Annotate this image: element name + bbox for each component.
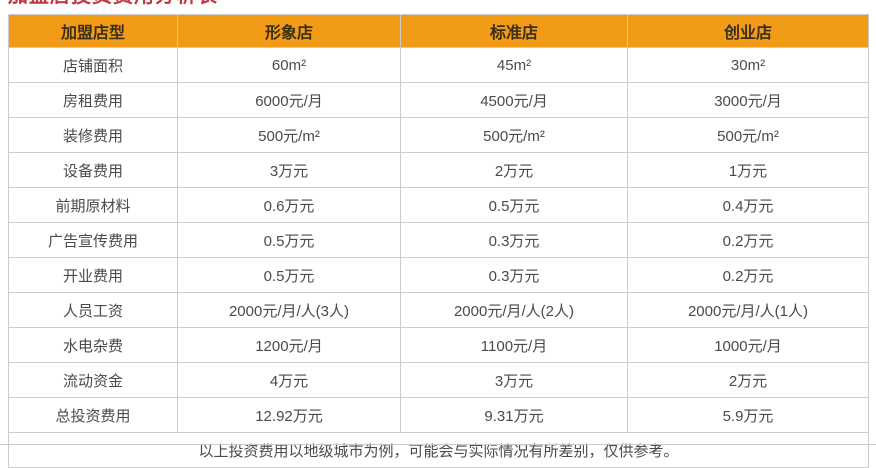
table-row: 流动资金 4万元 3万元 2万元 [8,362,869,398]
table-row: 广告宣传费用 0.5万元 0.3万元 0.2万元 [8,222,869,258]
row-label: 总投资费用 [8,397,178,433]
table-cell: 1万元 [627,152,869,188]
column-header-startup-store: 创业店 [627,14,869,48]
table-cell: 0.5万元 [177,222,401,258]
footnote-row: 以上投资费用以地级城市为例，可能会与实际情况有所差别，仅供参考。 [8,432,869,468]
column-header-standard-store: 标准店 [400,14,628,48]
table-cell: 2万元 [627,362,869,398]
table-cell: 1200元/月 [177,327,401,363]
row-label: 开业费用 [8,257,178,293]
table-cell: 0.6万元 [177,187,401,223]
table-cell: 0.3万元 [400,222,628,258]
table-cell: 2000元/月/人(1人) [627,292,869,328]
page-title-clipped: 加盟店投资费用分析表 [8,0,408,8]
table-footnote: 以上投资费用以地级城市为例，可能会与实际情况有所差别，仅供参考。 [8,432,869,468]
table-cell: 12.92万元 [177,397,401,433]
row-label: 装修费用 [8,117,178,153]
row-label: 广告宣传费用 [8,222,178,258]
table-cell: 0.3万元 [400,257,628,293]
table-row: 店铺面积 60m² 45m² 30m² [8,47,869,83]
franchise-cost-table: 加盟店型 形象店 标准店 创业店 店铺面积 60m² 45m² 30m² 房租费… [8,14,869,468]
table-row: 开业费用 0.5万元 0.3万元 0.2万元 [8,257,869,293]
table-cell: 0.5万元 [177,257,401,293]
header-row: 加盟店型 形象店 标准店 创业店 [8,14,869,48]
table-cell: 4500元/月 [400,82,628,118]
column-header-store-type: 加盟店型 [8,14,178,48]
table-cell: 2万元 [400,152,628,188]
table-cell: 500元/m² [400,117,628,153]
table-cell: 0.5万元 [400,187,628,223]
table-cell: 3万元 [177,152,401,188]
table-cell: 3万元 [400,362,628,398]
row-label: 房租费用 [8,82,178,118]
page-title-text: 加盟店投资费用分析表 [8,0,408,8]
table-row: 前期原材料 0.6万元 0.5万元 0.4万元 [8,187,869,223]
table-cell: 60m² [177,47,401,83]
table-cell: 1100元/月 [400,327,628,363]
table-row: 水电杂费 1200元/月 1100元/月 1000元/月 [8,327,869,363]
table-cell: 1000元/月 [627,327,869,363]
column-header-image-store: 形象店 [177,14,401,48]
table-cell: 0.4万元 [627,187,869,223]
table-cell: 2000元/月/人(3人) [177,292,401,328]
table-row: 设备费用 3万元 2万元 1万元 [8,152,869,188]
table-cell: 0.2万元 [627,257,869,293]
table-cell: 5.9万元 [627,397,869,433]
table-cell: 6000元/月 [177,82,401,118]
row-label: 流动资金 [8,362,178,398]
row-label: 前期原材料 [8,187,178,223]
table-cell: 4万元 [177,362,401,398]
table-cell: 45m² [400,47,628,83]
horizontal-divider [0,444,876,445]
row-label: 人员工资 [8,292,178,328]
table-cell: 3000元/月 [627,82,869,118]
row-label: 水电杂费 [8,327,178,363]
table-cell: 30m² [627,47,869,83]
row-label: 店铺面积 [8,47,178,83]
table-cell: 500元/m² [177,117,401,153]
table-cell: 0.2万元 [627,222,869,258]
row-label: 设备费用 [8,152,178,188]
table-cell: 2000元/月/人(2人) [400,292,628,328]
table-row: 总投资费用 12.92万元 9.31万元 5.9万元 [8,397,869,433]
table-cell: 500元/m² [627,117,869,153]
table-row: 人员工资 2000元/月/人(3人) 2000元/月/人(2人) 2000元/月… [8,292,869,328]
table-cell: 9.31万元 [400,397,628,433]
table-row: 装修费用 500元/m² 500元/m² 500元/m² [8,117,869,153]
table-row: 房租费用 6000元/月 4500元/月 3000元/月 [8,82,869,118]
